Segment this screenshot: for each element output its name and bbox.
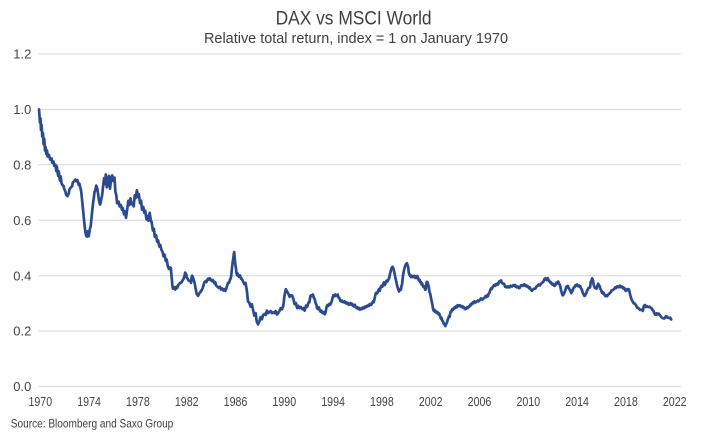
svg-text:2002: 2002 [419,395,443,409]
svg-text:1.2: 1.2 [13,47,31,62]
svg-text:1970: 1970 [28,395,52,409]
svg-text:1978: 1978 [126,395,150,409]
svg-text:2014: 2014 [565,395,589,409]
svg-text:DAX vs MSCI World: DAX vs MSCI World [276,8,432,29]
svg-text:2022: 2022 [663,395,687,409]
svg-text:1974: 1974 [77,395,101,409]
svg-text:2018: 2018 [614,395,638,409]
svg-text:1.0: 1.0 [13,102,31,117]
svg-text:1990: 1990 [272,395,296,409]
svg-text:1994: 1994 [321,395,345,409]
svg-text:1986: 1986 [224,395,248,409]
svg-text:0.8: 0.8 [13,157,31,172]
svg-text:0.4: 0.4 [13,268,31,283]
svg-text:0.0: 0.0 [13,379,31,394]
svg-text:0.6: 0.6 [13,213,31,228]
svg-text:0.2: 0.2 [13,324,31,339]
svg-text:Source: Bloomberg and Saxo Gro: Source: Bloomberg and Saxo Group [11,417,174,431]
svg-text:Relative total return, index =: Relative total return, index = 1 on Janu… [204,30,508,47]
svg-text:2010: 2010 [516,395,540,409]
svg-text:2006: 2006 [468,395,492,409]
svg-text:1998: 1998 [370,395,394,409]
svg-text:1982: 1982 [175,395,199,409]
